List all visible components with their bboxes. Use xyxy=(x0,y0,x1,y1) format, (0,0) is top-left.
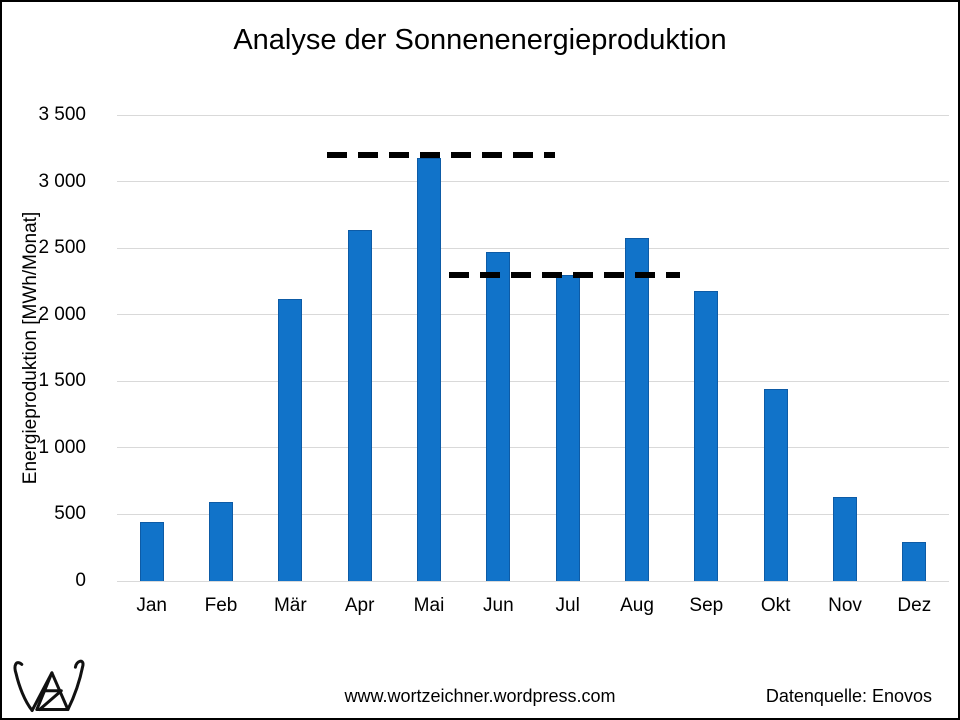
x-axis-tick-label: Dez xyxy=(897,595,932,616)
x-axis-tick-label: Jun xyxy=(483,595,514,616)
y-axis-tick-label: 1 500 xyxy=(38,370,86,392)
x-axis-tick-label: Nov xyxy=(828,595,862,616)
x-axis-tick-label: Sep xyxy=(689,595,724,616)
bar xyxy=(278,298,303,581)
gridline xyxy=(117,181,949,183)
x-axis-tick-labels: Jan Feb Mär Apr Mai Jun Jul Aug Sep Okt Nov Dez xyxy=(117,591,949,621)
logo-w-right-stroke xyxy=(66,659,85,712)
bar xyxy=(209,502,233,581)
logo-w-left-stroke xyxy=(13,661,34,712)
y-axis-tick-label: 2 500 xyxy=(38,237,86,259)
gridline xyxy=(117,247,949,249)
gridline xyxy=(117,314,949,316)
bar xyxy=(486,252,511,581)
logo-z-stroke xyxy=(38,689,63,712)
x-axis-tick-label: Mai xyxy=(413,595,445,616)
y-axis-tick-label: 0 xyxy=(75,570,86,591)
x-axis-tick-label: Mär xyxy=(273,595,307,616)
gridline xyxy=(117,380,949,382)
gridline xyxy=(117,580,949,582)
bar xyxy=(555,274,580,581)
bar xyxy=(347,229,372,581)
bar xyxy=(625,237,649,581)
y-axis-tick-label: 3 000 xyxy=(38,170,86,192)
x-axis-tick-label: Apr xyxy=(344,595,375,616)
bar xyxy=(763,389,788,581)
y-axis-tick-label: 3 500 xyxy=(38,104,86,125)
footer-website-text: www.wortzeichner.wordpress.com xyxy=(344,686,616,706)
gridline xyxy=(117,447,949,449)
gridline xyxy=(117,114,949,116)
x-axis-tick-label: Aug xyxy=(620,595,654,616)
x-axis-tick-label: Okt xyxy=(760,595,791,616)
bar xyxy=(694,290,719,581)
footer-data-source-text: Datenquelle: Enovos xyxy=(765,686,932,706)
wortzeichner-logo-icon xyxy=(13,659,85,712)
plot-area xyxy=(117,114,949,582)
y-axis-tick-labels: 0 500 1 000 1 500 2 000 2 500 3 000 3 500 xyxy=(2,104,102,591)
bar xyxy=(902,542,927,581)
x-axis-tick-label: Jul xyxy=(555,595,580,616)
chart-title: Analyse der Sonnenenergieproduktion xyxy=(233,24,727,56)
gridline xyxy=(117,513,949,515)
y-axis-tick-label: 1 000 xyxy=(38,436,86,458)
bar xyxy=(417,157,441,581)
x-axis-tick-label: Feb xyxy=(204,595,238,616)
y-axis-tick-label: 2 000 xyxy=(38,303,86,325)
y-axis-tick-label: 500 xyxy=(54,503,86,525)
x-axis-tick-label: Jan xyxy=(136,595,167,616)
bar xyxy=(139,522,164,581)
bar xyxy=(833,497,857,581)
dashed-reference-line xyxy=(448,271,681,278)
dashed-reference-line xyxy=(326,151,556,158)
